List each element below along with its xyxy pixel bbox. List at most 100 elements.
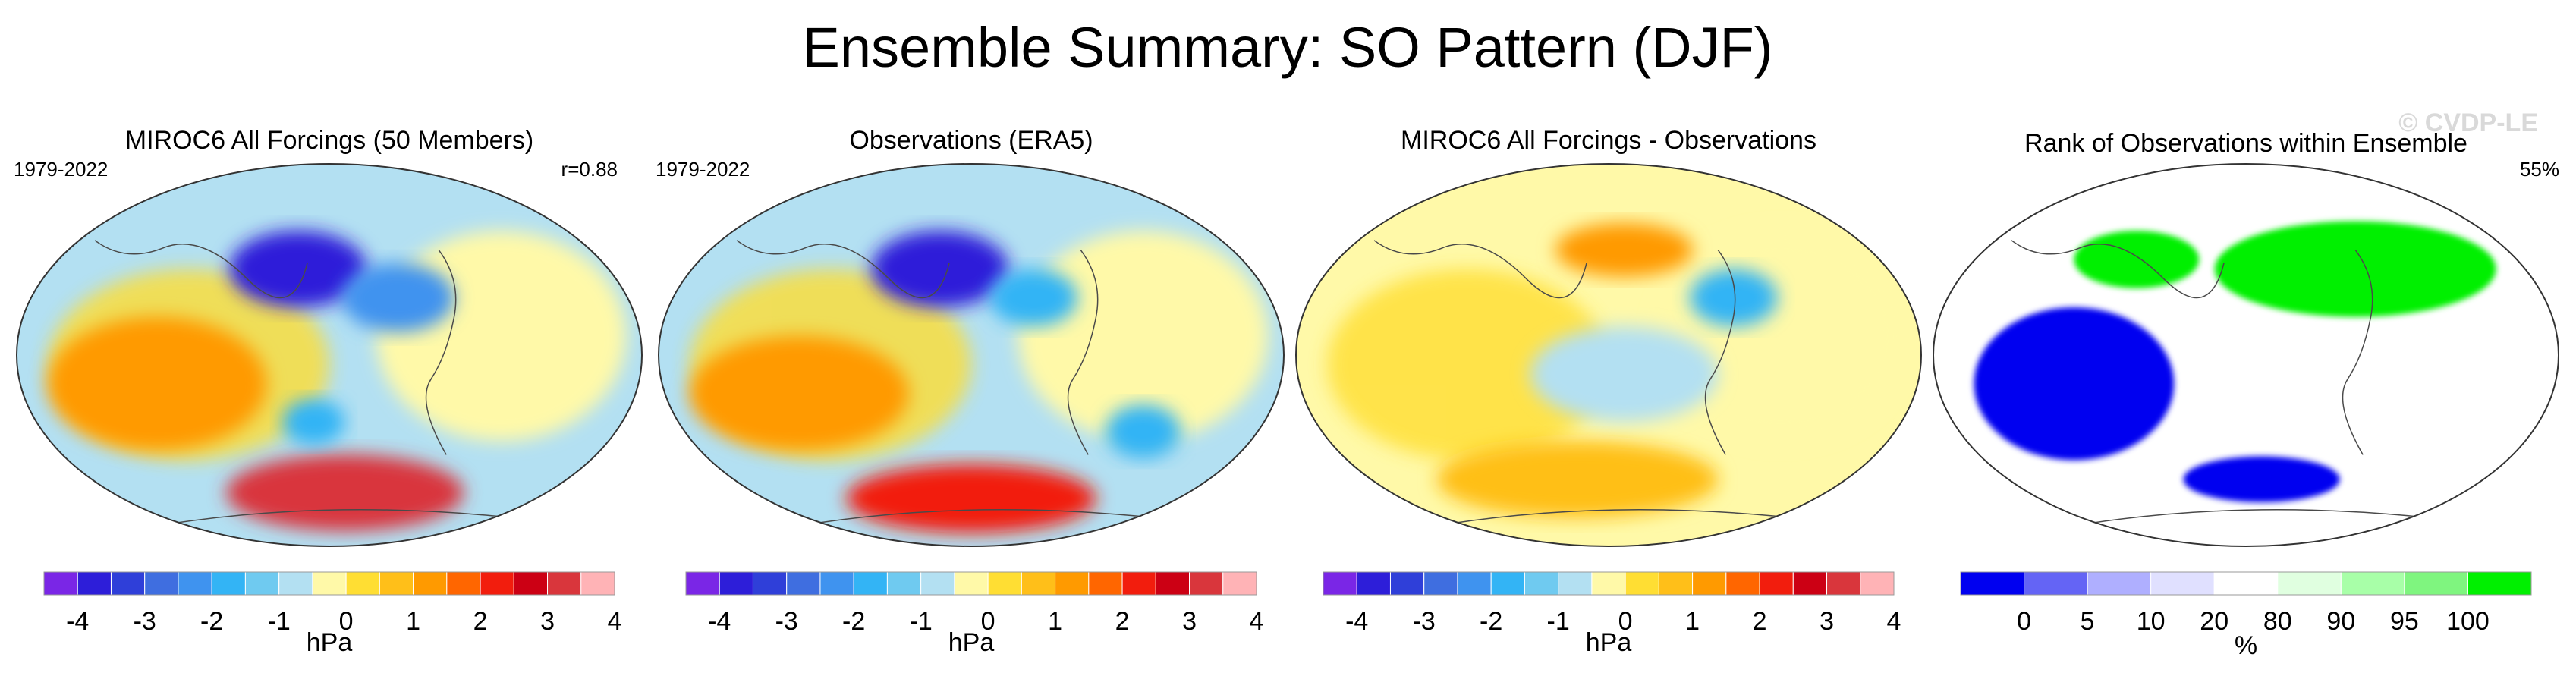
feature-tropical-pacific	[1530, 326, 1719, 423]
colorbar-swatch	[144, 571, 179, 596]
colorbar-tick-label: -3	[1413, 607, 1436, 636]
band-west	[1327, 269, 1609, 461]
panel-1-units: hPa	[307, 628, 353, 657]
colorbar-swatch	[920, 571, 955, 596]
feature-indian-ocean	[1974, 307, 2175, 461]
colorbar-tick-label: 95	[2390, 607, 2419, 636]
coastline	[94, 240, 308, 299]
colorbar-tick-label: 3	[1182, 607, 1197, 636]
colorbar-swatch	[954, 571, 989, 596]
colorbar-frame	[685, 571, 1257, 596]
panel-2: Observations (ERA5) 1979-2022 -4 -3 -2 -1 0 1…	[656, 126, 1285, 657]
coastline	[2011, 240, 2225, 299]
colorbar-swatch	[244, 571, 280, 596]
colorbar-swatch	[1155, 571, 1190, 596]
colorbar-swatch	[819, 571, 854, 596]
panel-1-correlation: r=0.88	[561, 158, 618, 181]
figure-title: Ensemble Summary: SO Pattern (DJF)	[803, 16, 1773, 79]
feature-north-atlantic	[989, 269, 1078, 327]
coastline	[2089, 509, 2559, 527]
feature-eurasia-arctic	[2214, 221, 2496, 317]
colorbar-swatch	[178, 571, 212, 596]
colorbar-swatch	[2213, 571, 2279, 596]
colorbar-swatch	[2277, 571, 2342, 596]
feature-tropical-se-pacific	[282, 398, 345, 445]
colorbar-tick-label: 1	[406, 607, 420, 636]
panel-4: Rank of Observations within Ensemble 55%…	[1933, 129, 2559, 660]
panel-2-map-border	[658, 163, 1285, 547]
panel-3-title: MIROC6 All Forcings - Observations	[1401, 126, 1816, 155]
feature-north-pacific-aleutian-	[871, 231, 1009, 307]
panel-4-colorbar: 0 5 10 20 80 90 95 100	[1960, 571, 2532, 636]
feature-north-atlantic	[341, 263, 454, 332]
colorbar-swatch	[110, 571, 146, 596]
coastline	[814, 509, 1284, 527]
panel-1-map-border	[16, 163, 643, 547]
colorbar-tick-label: -3	[134, 607, 156, 636]
feature-indian-ocean-maritime-continent	[48, 316, 267, 451]
colorbar-swatch	[1222, 571, 1257, 596]
colorbar-tick-label: 90	[2326, 607, 2355, 636]
panel-3-units: hPa	[1586, 628, 1632, 657]
colorbar-swatch	[1457, 571, 1492, 596]
colorbar-swatch	[2087, 571, 2152, 596]
colorbar-tick-label: -1	[1547, 607, 1570, 636]
feature-south-pacific	[2183, 456, 2340, 503]
colorbar-tick-label: 4	[608, 607, 622, 636]
panel-2-period: 1979-2022	[656, 158, 750, 181]
panel-2-map	[659, 164, 1284, 546]
colorbar-swatch	[1389, 571, 1425, 596]
colorbar-swatch	[1558, 571, 1593, 596]
colorbar-swatch	[1021, 571, 1056, 596]
colorbar-swatch	[480, 571, 514, 596]
panel-1: MIROC6 All Forcings (50 Members) 1979-20…	[14, 126, 643, 657]
colorbar-swatch	[752, 571, 788, 596]
colorbar-swatch	[2150, 571, 2215, 596]
colorbar-tick-label: 2	[1753, 607, 1767, 636]
colorbar-tick-label: -4	[1345, 607, 1368, 636]
colorbar-tick-label: 1	[1685, 607, 1700, 636]
colorbar-swatch	[1625, 571, 1659, 596]
colorbar-tick-label: 3	[540, 607, 555, 636]
colorbar-swatch	[413, 571, 448, 596]
coastline	[2342, 249, 2373, 455]
panel-3: MIROC6 All Forcings - Observations -4 -3 -…	[1295, 126, 1922, 657]
feature-north-america	[1555, 223, 1694, 277]
feature-tropical-se-pacific	[1106, 404, 1181, 459]
colorbar-swatch	[1960, 571, 2025, 596]
panel-3-map-border	[1295, 163, 1922, 547]
coastline	[425, 249, 457, 455]
colorbar-tick-label: 0	[2017, 607, 2031, 636]
colorbar-swatch	[1323, 571, 1357, 596]
colorbar-tick-label: 10	[2137, 607, 2166, 636]
panel-3-map	[1296, 164, 1921, 546]
feature-southern-ocean-pacific-sector-	[846, 464, 1096, 533]
watermark: © CVDP-LE	[2398, 108, 2538, 137]
colorbar-swatch	[345, 571, 380, 596]
colorbar-swatch	[278, 571, 313, 596]
colorbar-tick-label: 20	[2200, 607, 2228, 636]
colorbar-tick-label: -2	[1480, 607, 1502, 636]
colorbar-frame	[1960, 571, 2532, 596]
colorbar-swatch	[1423, 571, 1458, 596]
colorbar-tick-label: 2	[1115, 607, 1130, 636]
panel-1-title: MIROC6 All Forcings (50 Members)	[125, 126, 533, 155]
panel-2-colorbar: -4 -3 -2 -1 0 1 2 3 4	[685, 571, 1263, 636]
colorbar-swatch	[43, 571, 78, 596]
colorbar-swatch	[1792, 571, 1828, 596]
coastline	[1067, 249, 1099, 455]
colorbar-swatch	[1860, 571, 1895, 596]
colorbar-tick-label: -2	[200, 607, 223, 636]
panel-2-units: hPa	[948, 628, 995, 657]
colorbar-tick-label: -2	[842, 607, 865, 636]
colorbar-tick-label: -4	[66, 607, 89, 636]
band-east	[1018, 231, 1269, 442]
coastline	[1704, 249, 1736, 455]
band-east	[376, 231, 627, 442]
colorbar-swatch	[685, 571, 720, 596]
colorbar-swatch	[1055, 571, 1090, 596]
colorbar-tick-label: 1	[1048, 607, 1062, 636]
panel-4-summary: 55%	[2520, 158, 2559, 181]
panel-2-title: Observations (ERA5)	[849, 126, 1093, 155]
